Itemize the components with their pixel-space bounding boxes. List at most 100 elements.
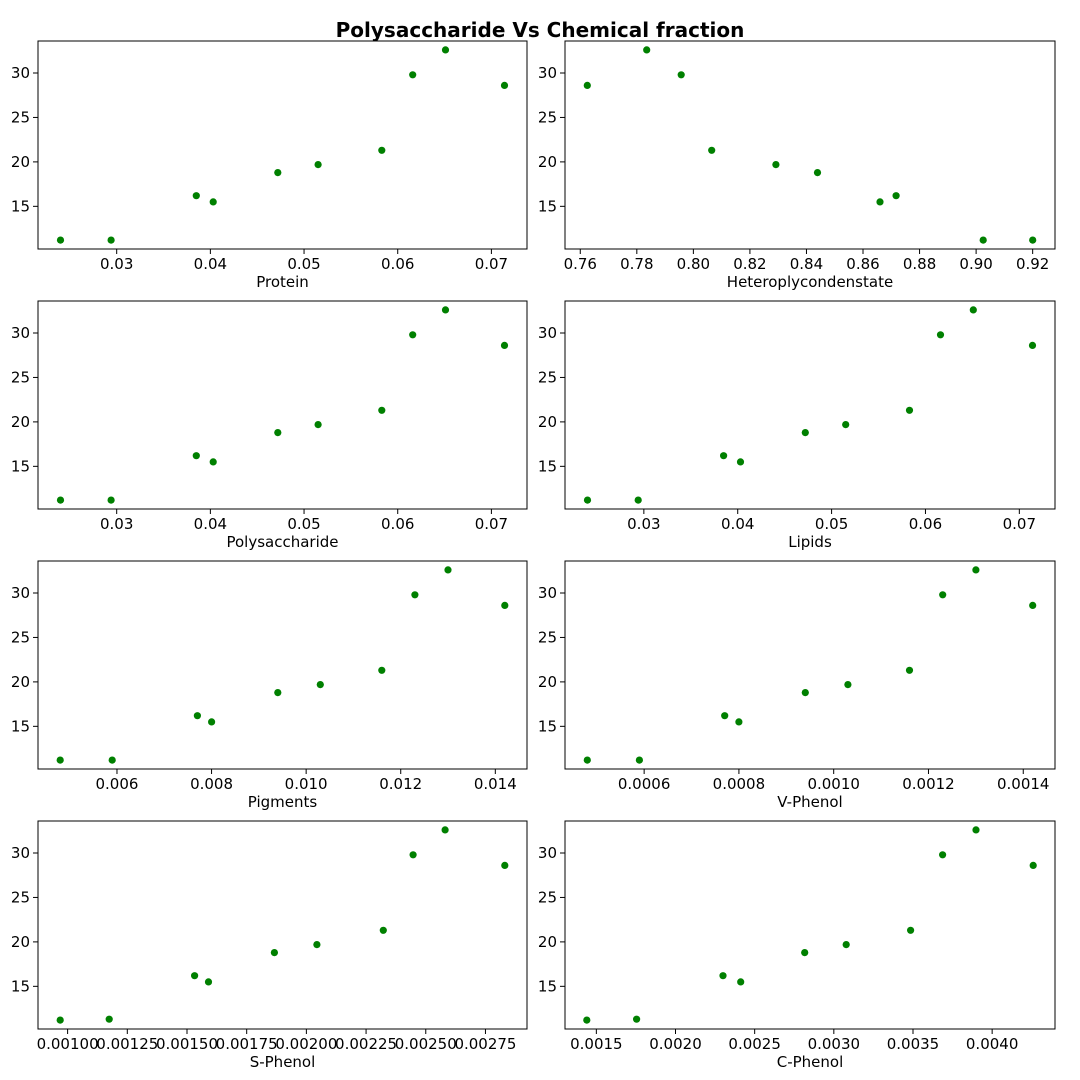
x-tick-label: 0.0020: [649, 1035, 702, 1053]
data-point: [441, 826, 449, 834]
x-tick-label: 0.00175: [216, 1035, 278, 1053]
axes-frame: [564, 300, 1056, 510]
data-point: [813, 169, 822, 177]
x-tick-label: 0.03: [100, 255, 133, 273]
subplot-2: 0.76 0.78 0.80 0.82 0.84 0.86 0.88 0.90 0.92 15 20…: [538, 40, 1056, 291]
x-tick-label: 0.04: [194, 255, 227, 273]
data-point: [314, 161, 322, 169]
y-tick-label: 15: [11, 197, 30, 215]
x-axis-label: S-Phenol: [250, 1053, 316, 1071]
y-tick-label: 20: [11, 673, 30, 691]
x-tick-label: 0.0012: [902, 775, 955, 793]
y-tick-label: 25: [538, 368, 557, 386]
x-axis-label: Polysaccharide: [226, 533, 338, 551]
y-tick-label: 30: [11, 64, 30, 82]
data-point: [313, 941, 321, 949]
data-point: [378, 666, 386, 674]
x-tick-label: 0.0015: [570, 1035, 623, 1053]
y-tick-label: 20: [538, 153, 557, 171]
x-tick-label: 0.006: [96, 775, 139, 793]
x-tick-label: 0.05: [287, 255, 320, 273]
data-point: [876, 198, 884, 206]
data-point: [905, 406, 914, 414]
x-tick-label: 0.86: [846, 255, 879, 273]
data-point: [633, 1015, 641, 1023]
x-tick-label: 0.00200: [275, 1035, 337, 1053]
data-point: [583, 81, 591, 89]
data-point: [209, 198, 217, 206]
data-point: [1028, 341, 1037, 349]
data-point: [1029, 236, 1037, 244]
y-tick-label: 25: [538, 628, 557, 646]
data-point: [801, 949, 809, 957]
x-tick-label: 0.008: [190, 775, 233, 793]
y-tick-label: 20: [11, 153, 30, 171]
data-point: [107, 236, 115, 244]
x-tick-label: 0.0006: [618, 775, 671, 793]
data-point: [56, 496, 65, 504]
data-point: [720, 452, 728, 460]
y-tick-label: 20: [538, 933, 557, 951]
axes-frame: [37, 40, 528, 250]
x-tick-label: 0.04: [194, 515, 227, 533]
data-point: [583, 756, 591, 764]
data-point: [107, 496, 115, 504]
y-tick-label: 15: [11, 977, 30, 995]
data-point: [56, 1016, 64, 1024]
x-tick-label: 0.0025: [728, 1035, 781, 1053]
x-tick-label: 0.00100: [37, 1035, 99, 1053]
data-point: [844, 681, 852, 689]
subplot-3: 0.03 0.04 0.05 0.06 0.07 15 20 25 30 Polysacchari…: [11, 300, 528, 551]
data-point: [972, 826, 980, 834]
x-tick-label: 0.012: [379, 775, 422, 793]
x-tick-label: 0.84: [790, 255, 823, 273]
x-tick-label: 0.00125: [96, 1035, 158, 1053]
x-axis-label: V-Phenol: [777, 793, 842, 811]
data-point: [209, 458, 217, 466]
data-point: [108, 756, 116, 764]
x-tick-label: 0.00225: [335, 1035, 397, 1053]
data-point: [192, 452, 200, 460]
data-point: [274, 689, 282, 697]
data-point: [501, 861, 509, 870]
x-tick-label: 0.07: [1003, 515, 1036, 533]
y-tick-label: 25: [11, 108, 30, 126]
data-point: [939, 591, 947, 599]
data-point: [842, 941, 850, 949]
x-axis-label: Lipids: [788, 533, 832, 551]
y-tick-label: 15: [538, 457, 557, 475]
x-tick-label: 0.76: [564, 255, 597, 273]
subplot-4: 0.03 0.04 0.05 0.06 0.07 15 20 25 30 Lipids: [538, 300, 1056, 551]
x-tick-label: 0.0010: [807, 775, 860, 793]
x-tick-label: 0.05: [815, 515, 848, 533]
x-tick-label: 0.014: [474, 775, 517, 793]
data-point: [208, 718, 216, 726]
x-tick-label: 0.06: [909, 515, 942, 533]
data-point: [972, 566, 980, 574]
x-tick-label: 0.010: [285, 775, 328, 793]
data-point: [274, 429, 282, 437]
data-point: [500, 341, 509, 349]
x-tick-label: 0.06: [381, 255, 414, 273]
data-point: [939, 851, 947, 859]
data-point: [801, 429, 809, 437]
data-point: [635, 756, 644, 764]
y-tick-label: 15: [538, 197, 557, 215]
x-tick-label: 0.88: [903, 255, 936, 273]
x-tick-label: 0.05: [287, 515, 320, 533]
data-point: [409, 851, 417, 859]
data-point: [56, 236, 65, 244]
y-tick-label: 20: [11, 933, 30, 951]
x-tick-label: 0.00250: [395, 1035, 457, 1053]
data-point: [892, 192, 900, 200]
data-point: [905, 666, 914, 674]
data-point: [409, 331, 417, 339]
x-axis-label: C-Phenol: [777, 1053, 844, 1071]
y-tick-label: 25: [538, 888, 557, 906]
data-point: [772, 161, 780, 169]
data-point: [441, 306, 450, 314]
data-point: [500, 81, 509, 89]
data-point: [274, 169, 282, 177]
subplot-6: 0.0006 0.0008 0.0010 0.0012 0.0014 15 20 25 30 V-…: [538, 560, 1056, 811]
